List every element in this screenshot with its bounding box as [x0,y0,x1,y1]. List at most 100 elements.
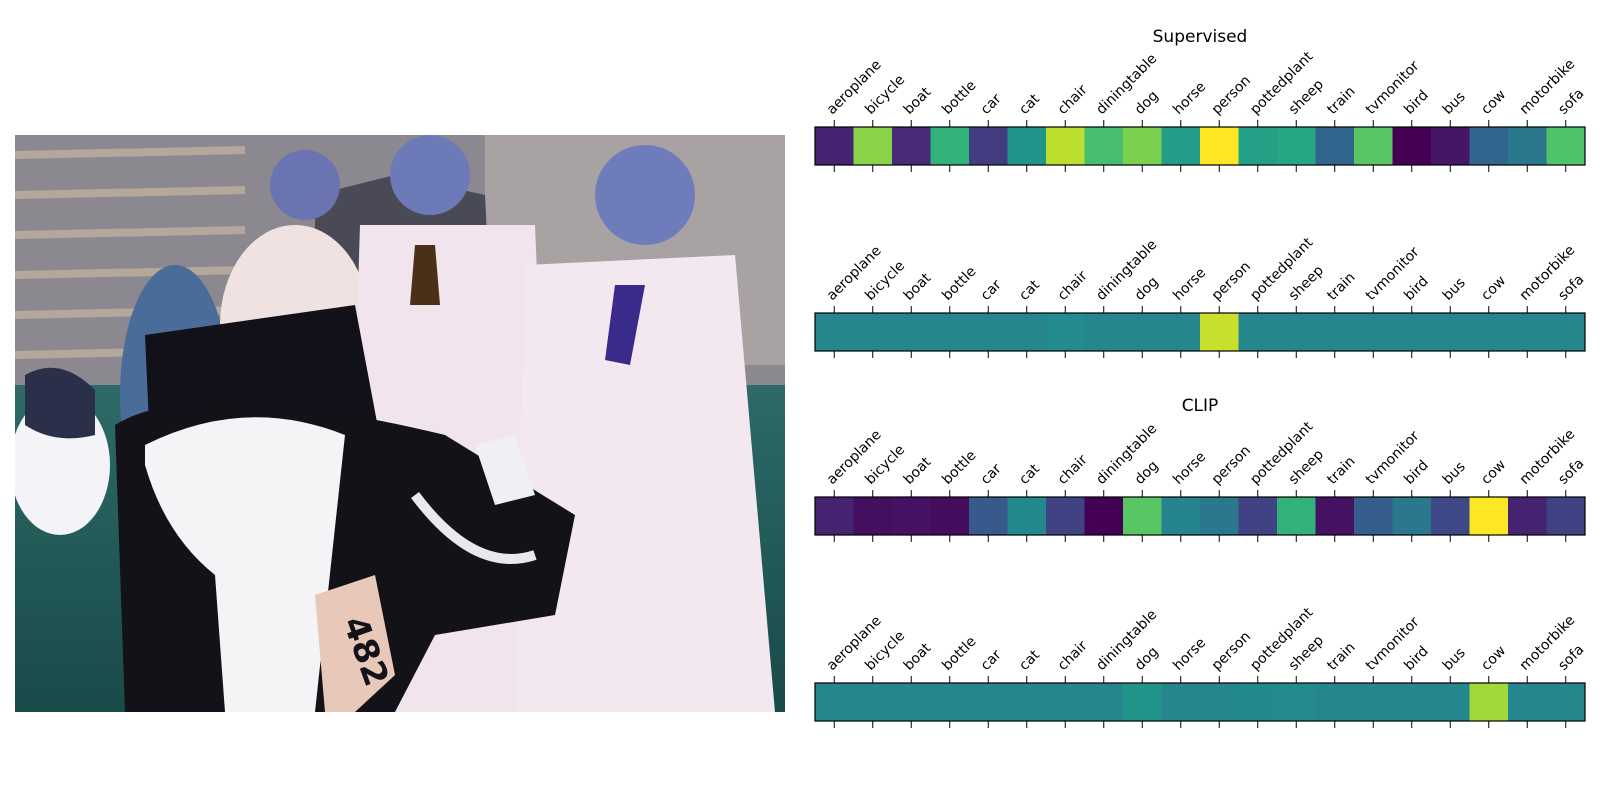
heatmap-cell [1469,683,1509,721]
category-label: train [1324,269,1358,303]
category-label: sofa [1555,86,1587,118]
heatmap-cell [1007,313,1047,351]
category-label: dog [1132,644,1162,674]
heatmap-cell [1315,313,1355,351]
category-label: boat [901,270,935,304]
panel-title: Supervised [1153,27,1248,47]
category-label: cow [1478,273,1509,304]
heatmap-cell [930,497,970,535]
heatmap-cell [892,497,931,535]
heatmap-cell [1546,127,1586,165]
heatmap-cell [1508,497,1547,535]
heatmap-cell [815,127,854,165]
heatmap-cell [1431,683,1470,721]
category-label: car [978,461,1005,488]
heatmap-cell [1238,497,1278,535]
heatmap-cell [1161,497,1201,535]
category-label: bird [1401,643,1432,674]
heatmap-cell [1277,127,1316,165]
heatmap-cell [1200,497,1239,535]
category-label: bottle [939,78,979,118]
heatmap-cell [1123,683,1162,721]
category-label: car [978,91,1005,118]
boy-head [270,150,340,220]
heatmap-frame [814,682,1586,722]
category-label: bird [1401,87,1432,118]
category-label: train [1324,83,1358,117]
category-label: horse [1170,265,1209,304]
heatmap-cell [1007,683,1047,721]
heatmap-cell [1238,313,1278,351]
category-label: chair [1055,82,1091,118]
heatmap-cell [1123,127,1162,165]
heatmap-cell [1084,127,1124,165]
heatmap-cell [1084,313,1124,351]
category-label: chair [1055,268,1091,304]
category-label: horse [1170,79,1209,118]
heatmap-cell [1354,313,1393,351]
heatmap-cell [1046,683,1085,721]
heatmap-cell [969,127,1008,165]
heatmap-cell [1392,313,1432,351]
heatmap-cell [1007,127,1047,165]
category-label: bird [1401,273,1432,304]
heatmap-cell [1200,127,1239,165]
heatmap-cell [969,497,1008,535]
category-label: bottle [939,448,979,488]
cow-white-patch [145,417,345,712]
category-label: boat [901,640,935,674]
heatmap-cell [1508,683,1547,721]
category-label: cow [1478,643,1509,674]
heatmap-cell [1084,497,1124,535]
heatmap-cell [853,497,893,535]
heatmap-cell [1392,683,1432,721]
category-label: person [1209,73,1254,118]
category-label: bottle [939,634,979,674]
category-label: person [1209,629,1254,674]
category-label: train [1324,453,1358,487]
category-label: chair [1055,452,1091,488]
heatmap-cell [1508,313,1547,351]
heatmap-cell [1161,683,1201,721]
heatmap-frame [814,312,1586,352]
category-label: cow [1478,87,1509,118]
category-label: train [1324,639,1358,673]
heatmap-cell [815,683,854,721]
category-label: bus [1440,89,1469,118]
ear-tag [315,575,395,712]
heatmap-cell [815,313,854,351]
heatmap-cell [1315,497,1355,535]
category-label: bird [1401,457,1432,488]
heatmap-cell [1315,683,1355,721]
category-label: car [978,647,1005,674]
heatmap-cell [892,683,931,721]
heatmap-frame [814,126,1586,166]
category-label: horse [1170,449,1209,488]
category-label: cow [1478,457,1509,488]
heatmap-cell [1469,497,1509,535]
girl-left-tie [410,245,440,305]
category-label: sofa [1555,642,1587,674]
heatmap-cell [1046,127,1085,165]
heatmap-cell [1508,127,1547,165]
heatmap-cell [853,313,893,351]
heatmap-cell [1431,127,1470,165]
girl-right-tie [605,285,645,365]
heatmap-cell [1277,313,1316,351]
heatmap-cell [1277,683,1316,721]
category-label: cat [1016,647,1043,674]
panel-title: CLIP [1182,396,1219,416]
category-label: bus [1440,645,1469,674]
girl-right-coat [515,255,775,712]
heatmap-cell [853,127,893,165]
category-label: bottle [939,264,979,304]
heatmap-cell [1469,127,1509,165]
heatmap-cell [1046,313,1085,351]
heatmap-cell [1238,683,1278,721]
heatmap-cell [969,313,1008,351]
heatmap-cell [1431,497,1470,535]
heatmap-cell [1238,127,1278,165]
heatmap-cell [892,313,931,351]
category-label: dog [1132,458,1162,488]
